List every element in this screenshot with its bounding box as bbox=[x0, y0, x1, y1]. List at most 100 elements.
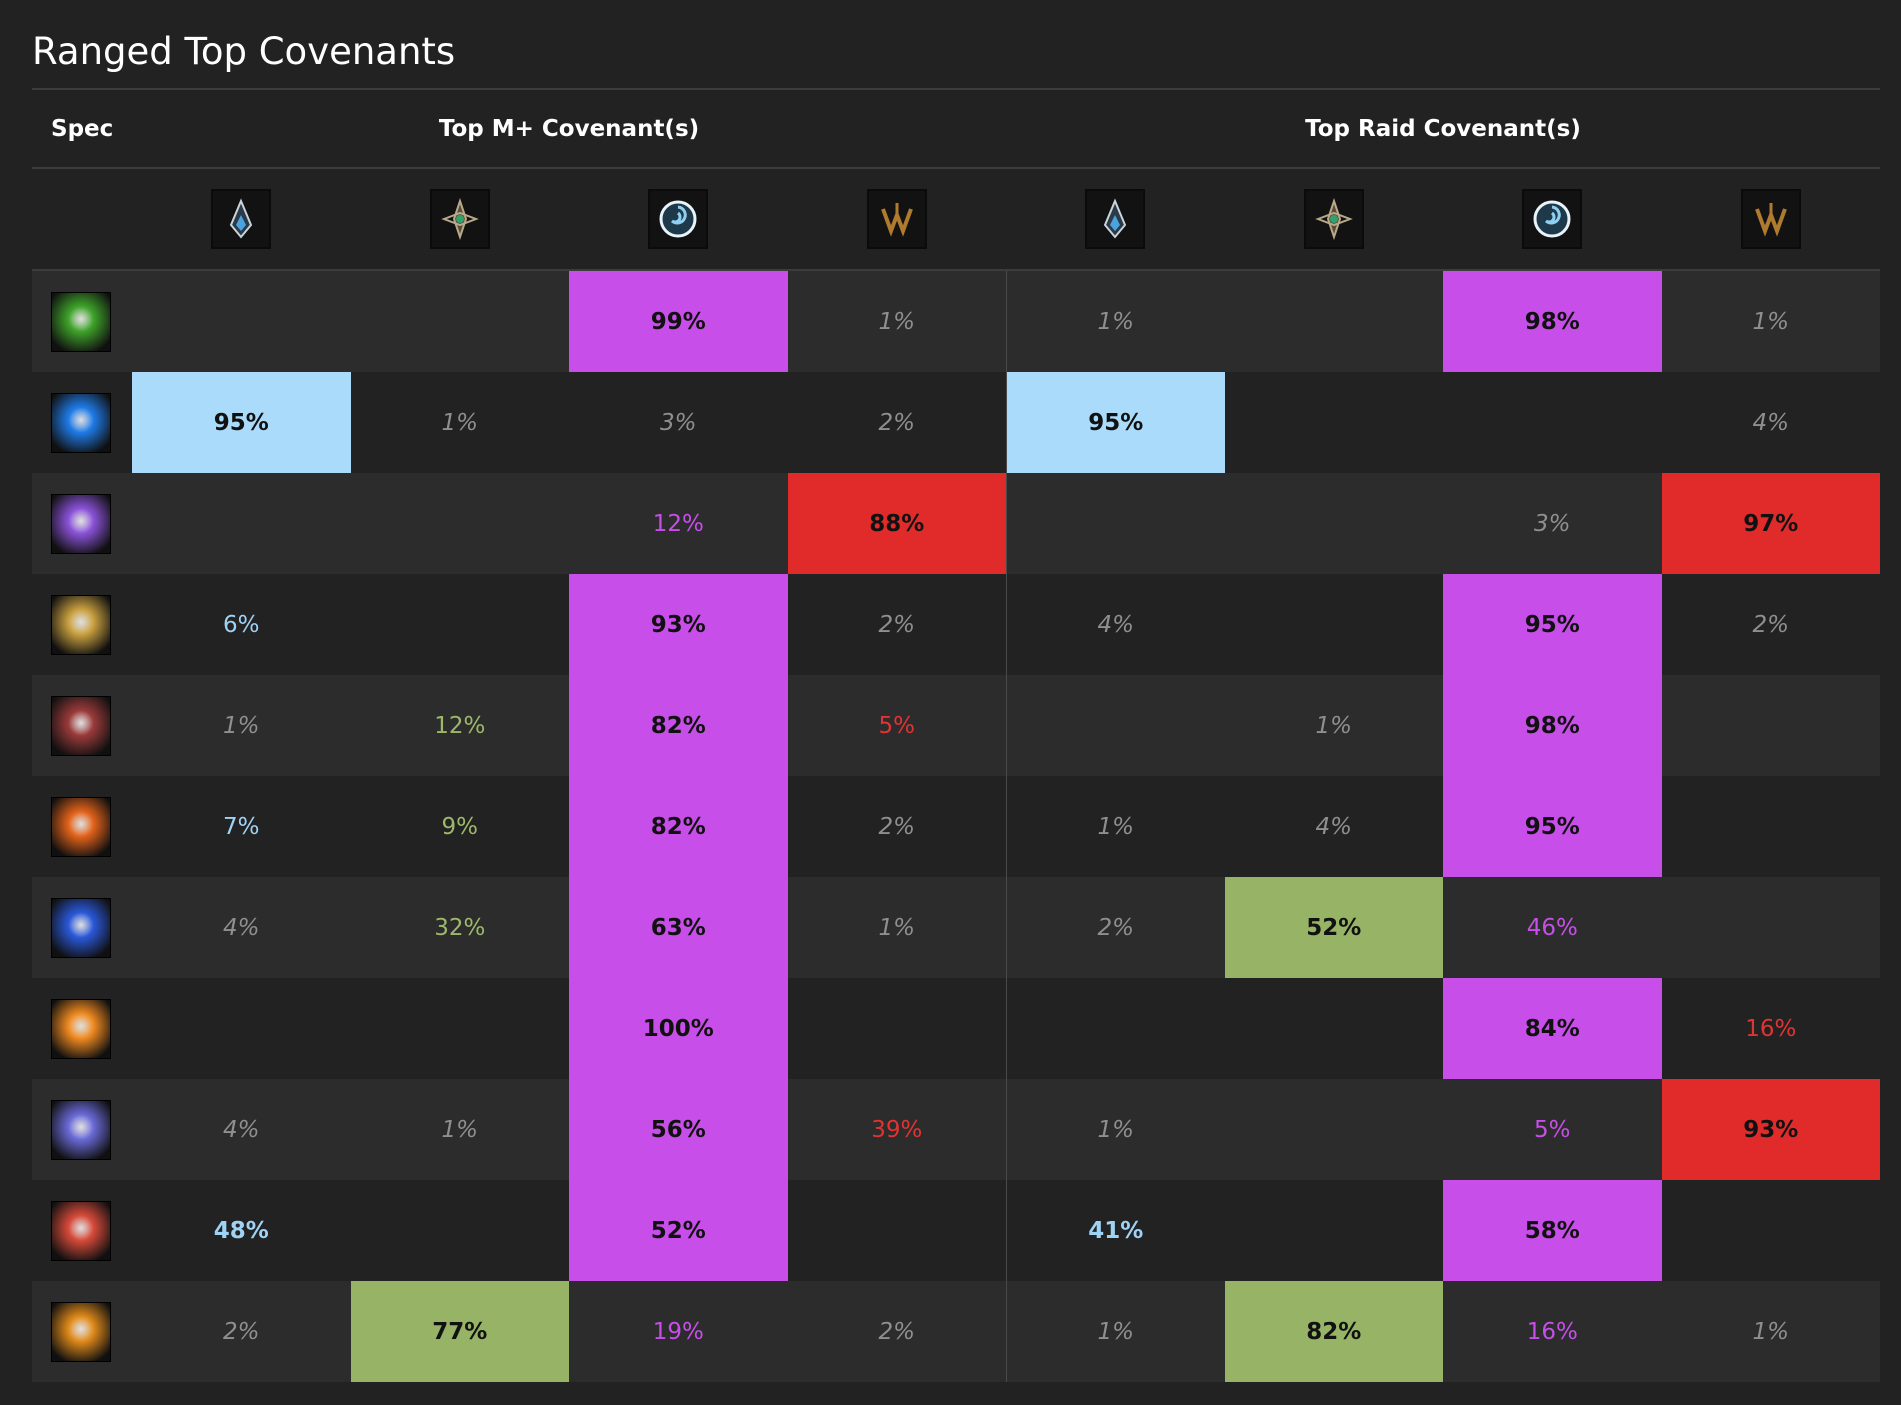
mplus-column-header: Top M+ Covenant(s) bbox=[438, 115, 700, 142]
raid-percent-cell: 2% bbox=[1006, 877, 1225, 978]
covenant-table-panel: Ranged Top Covenants Spec Top M+ Covenan… bbox=[32, 0, 1880, 1382]
mplus-percent-cell: 9% bbox=[441, 813, 479, 840]
raid-percent-cell: 4% bbox=[1315, 813, 1353, 840]
raid-night-fae-column-header bbox=[1225, 189, 1444, 249]
raid-percent-cell: 1% bbox=[1006, 1281, 1225, 1382]
spec-cell bbox=[32, 978, 132, 1079]
raid-percent-cell: 5% bbox=[1534, 1116, 1571, 1143]
mplus-percent-cell: 82% bbox=[569, 675, 788, 776]
table-header: Spec Top M+ Covenant(s) Top Raid Covenan… bbox=[32, 90, 1880, 169]
mplus-percent-cell: 1% bbox=[878, 914, 916, 941]
mplus-percent-cell bbox=[351, 473, 570, 574]
affliction-warlock-icon bbox=[51, 291, 111, 352]
spec-cell bbox=[32, 473, 132, 574]
spec-cell bbox=[32, 574, 132, 675]
mplus-percent-cell: 19% bbox=[652, 1318, 704, 1345]
raid-percent-cell: 16% bbox=[1526, 1318, 1578, 1345]
table-row: 2% 77% 19% 2% 1% 82% 16% 1% bbox=[32, 1281, 1880, 1382]
mplus-percent-cell: 95% bbox=[132, 372, 351, 473]
raid-percent-cell: 41% bbox=[1006, 1180, 1225, 1281]
table-row: 4% 32% 63% 1% 2% 52% 46% bbox=[32, 877, 1880, 978]
raid-percent-cell: 82% bbox=[1224, 1281, 1443, 1382]
mplus-kyrian-column-header bbox=[132, 189, 351, 249]
table-row: 95% 1% 3% 2% 95% 4% bbox=[32, 372, 1880, 473]
raid-necrolord-column-header bbox=[1662, 189, 1881, 249]
spec-cell bbox=[32, 1281, 132, 1382]
raid-percent-cell bbox=[1225, 271, 1444, 372]
mplus-percent-cell bbox=[132, 978, 351, 1079]
mplus-percent-cell bbox=[132, 271, 351, 372]
raid-percent-cell: 98% bbox=[1443, 271, 1662, 372]
raid-percent-cell: 93% bbox=[1661, 1079, 1880, 1180]
mplus-percent-cell bbox=[788, 978, 1007, 1079]
mplus-percent-cell: 1% bbox=[441, 409, 479, 436]
raid-percent-cell: 46% bbox=[1526, 914, 1578, 941]
necrolord-icon bbox=[866, 189, 927, 249]
marksmanship-hunter-icon bbox=[51, 1200, 111, 1261]
raid-percent-cell: 1% bbox=[1315, 712, 1353, 739]
mplus-percent-cell: 2% bbox=[878, 1318, 916, 1345]
mplus-percent-cell: 12% bbox=[434, 712, 486, 739]
table-row: 99% 1% 1% 98% 1% bbox=[32, 271, 1880, 372]
fire-mage-icon bbox=[51, 796, 111, 857]
covenant-icon-row bbox=[32, 169, 1880, 271]
mplus-percent-cell: 2% bbox=[223, 1318, 260, 1345]
mplus-percent-cell bbox=[351, 574, 570, 675]
raid-percent-cell: 97% bbox=[1661, 473, 1880, 574]
spec-cell bbox=[32, 1180, 132, 1281]
raid-percent-cell: 1% bbox=[1006, 1079, 1225, 1180]
venthyr-icon bbox=[648, 189, 709, 249]
raid-percent-cell: 58% bbox=[1443, 1180, 1662, 1281]
raid-percent-cell: 3% bbox=[1534, 510, 1571, 537]
raid-percent-cell: 98% bbox=[1443, 675, 1662, 776]
mplus-percent-cell: 88% bbox=[787, 473, 1006, 574]
frost-mage-arcane-icon bbox=[51, 392, 111, 453]
mplus-necrolord-column-header bbox=[788, 189, 1007, 249]
table-row: 6% 93% 2% 4% 95% 2% bbox=[32, 574, 1880, 675]
raid-percent-cell: 84% bbox=[1443, 978, 1662, 1079]
mplus-percent-cell bbox=[351, 271, 570, 372]
demonology-warlock-icon bbox=[51, 695, 111, 756]
mplus-percent-cell bbox=[351, 978, 570, 1079]
necrolord-icon bbox=[1740, 189, 1801, 249]
night-fae-icon bbox=[1303, 189, 1364, 249]
table-body: 99% 1% 1% 98% 1% 95% 1% 3% 2% 95% 4% 12% 88% 3% 97% 6% 9… bbox=[32, 271, 1880, 1382]
mplus-percent-cell: 93% bbox=[569, 574, 788, 675]
table-row: 1% 12% 82% 5% 1% 98% bbox=[32, 675, 1880, 776]
page-title: Ranged Top Covenants bbox=[32, 0, 1880, 90]
raid-percent-cell: 16% bbox=[1745, 1015, 1797, 1042]
beast-mastery-hunter-icon bbox=[51, 594, 111, 655]
mplus-percent-cell bbox=[351, 1180, 570, 1281]
raid-percent-cell bbox=[1662, 675, 1881, 776]
raid-percent-cell: 95% bbox=[1443, 574, 1662, 675]
night-fae-icon bbox=[429, 189, 490, 249]
table-row: 48% 52% 41% 58% bbox=[32, 1180, 1880, 1281]
raid-percent-cell: 95% bbox=[1443, 776, 1662, 877]
raid-percent-cell: 52% bbox=[1224, 877, 1443, 978]
raid-venthyr-column-header bbox=[1443, 189, 1662, 249]
mplus-percent-cell: 100% bbox=[569, 978, 788, 1079]
raid-percent-cell: 95% bbox=[1006, 372, 1225, 473]
raid-percent-cell: 1% bbox=[1006, 776, 1225, 877]
raid-percent-cell bbox=[1662, 776, 1881, 877]
mplus-percent-cell: 2% bbox=[878, 409, 916, 436]
spec-cell bbox=[32, 271, 132, 372]
spec-cell bbox=[32, 877, 132, 978]
mplus-percent-cell: 1% bbox=[878, 308, 916, 335]
shadow-priest-icon bbox=[51, 493, 111, 554]
mplus-percent-cell: 2% bbox=[878, 813, 916, 840]
spec-cell bbox=[32, 675, 132, 776]
frost-mage-icon bbox=[51, 1099, 111, 1160]
raid-column-header: Top Raid Covenant(s) bbox=[1305, 115, 1581, 142]
table-row: 100% 84% 16% bbox=[32, 978, 1880, 1079]
raid-percent-cell bbox=[1225, 978, 1444, 1079]
mplus-percent-cell: 82% bbox=[569, 776, 788, 877]
spec-cell bbox=[32, 1079, 132, 1180]
mplus-percent-cell: 5% bbox=[878, 712, 916, 739]
mplus-percent-cell: 48% bbox=[213, 1217, 269, 1244]
spec-cell bbox=[32, 372, 132, 473]
table-row: 7% 9% 82% 2% 1% 4% 95% bbox=[32, 776, 1880, 877]
spec-cell bbox=[32, 776, 132, 877]
mplus-percent-cell: 3% bbox=[660, 409, 697, 436]
spec-column-header: Spec bbox=[51, 115, 114, 142]
